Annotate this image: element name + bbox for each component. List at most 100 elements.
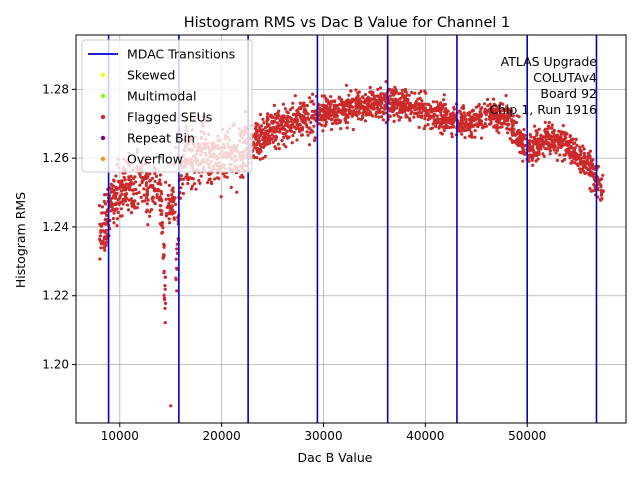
data-point (104, 202, 108, 206)
data-point (143, 174, 148, 178)
data-point (119, 207, 123, 211)
data-point (113, 196, 118, 200)
data-point (104, 228, 108, 232)
data-point (543, 120, 547, 124)
data-point (300, 117, 304, 121)
data-point (506, 127, 510, 131)
data-point (360, 116, 365, 120)
data-point (463, 122, 467, 127)
data-point (551, 130, 555, 134)
data-point (418, 96, 422, 100)
data-point (304, 116, 308, 121)
data-point (432, 115, 436, 119)
data-point (388, 94, 392, 98)
data-point (126, 208, 131, 212)
data-point (184, 175, 188, 179)
data-point (185, 172, 189, 176)
data-point (258, 143, 262, 147)
data-point (122, 175, 126, 179)
data-point (583, 163, 587, 167)
data-point (273, 145, 277, 149)
data-point (324, 123, 328, 127)
data-point (100, 205, 104, 209)
data-point (586, 168, 590, 172)
data-point (329, 95, 333, 99)
data-point (541, 152, 545, 156)
data-point (554, 134, 558, 138)
data-point (350, 100, 354, 104)
data-point (364, 113, 368, 117)
data-point (179, 174, 183, 178)
data-point (363, 110, 368, 114)
data-point (115, 224, 119, 228)
data-point (548, 146, 552, 150)
data-point (563, 153, 568, 157)
data-point (298, 101, 302, 105)
x-tick-label: 40000 (406, 429, 444, 443)
data-point (324, 120, 328, 124)
data-point (112, 221, 116, 225)
data-point (592, 183, 596, 187)
data-point (309, 120, 313, 124)
data-point (333, 107, 337, 111)
data-point (424, 91, 428, 95)
data-point (255, 142, 259, 146)
data-point (155, 193, 159, 197)
data-point (384, 104, 388, 108)
data-point (365, 96, 370, 100)
data-point (175, 289, 179, 293)
data-point (381, 118, 385, 122)
data-point (273, 120, 277, 124)
data-point (102, 237, 106, 241)
data-point (393, 85, 397, 89)
data-point (310, 99, 314, 103)
data-point (530, 158, 534, 162)
data-point (154, 174, 159, 178)
data-point (581, 165, 586, 169)
x-tick-label: 50000 (508, 429, 546, 443)
data-point (548, 149, 553, 153)
data-point (551, 144, 555, 148)
data-point (432, 118, 436, 122)
data-point (423, 117, 427, 121)
data-point (368, 85, 372, 90)
data-point (168, 221, 172, 225)
data-point (171, 208, 175, 212)
data-point (427, 114, 432, 118)
data-point (103, 222, 108, 226)
data-point (293, 125, 297, 129)
data-point (282, 114, 286, 118)
data-point (295, 123, 299, 127)
data-point (555, 148, 560, 152)
data-point (99, 230, 103, 234)
data-point (417, 91, 421, 95)
data-point (528, 133, 532, 137)
data-point (282, 135, 286, 139)
data-point (399, 100, 403, 104)
data-point (190, 184, 194, 188)
data-point (548, 152, 552, 156)
data-point (330, 117, 334, 121)
data-point (271, 115, 275, 119)
data-point (541, 138, 545, 142)
data-point (284, 134, 288, 138)
data-point (506, 119, 510, 123)
data-point (380, 106, 384, 110)
data-point (344, 103, 348, 107)
data-point (566, 143, 570, 147)
data-point (462, 125, 466, 129)
data-point (415, 111, 419, 115)
data-point (458, 123, 462, 127)
data-point (409, 105, 413, 109)
data-point (278, 130, 282, 134)
data-point (510, 119, 514, 123)
data-point (508, 128, 512, 132)
data-point (578, 160, 582, 164)
data-point (189, 187, 193, 191)
data-point (114, 174, 118, 178)
data-point (181, 182, 185, 186)
data-point (600, 197, 604, 201)
data-point (398, 108, 402, 112)
data-point (327, 111, 331, 115)
x-axis-ticks: 10000 20000 30000 40000 50000 (101, 423, 546, 443)
